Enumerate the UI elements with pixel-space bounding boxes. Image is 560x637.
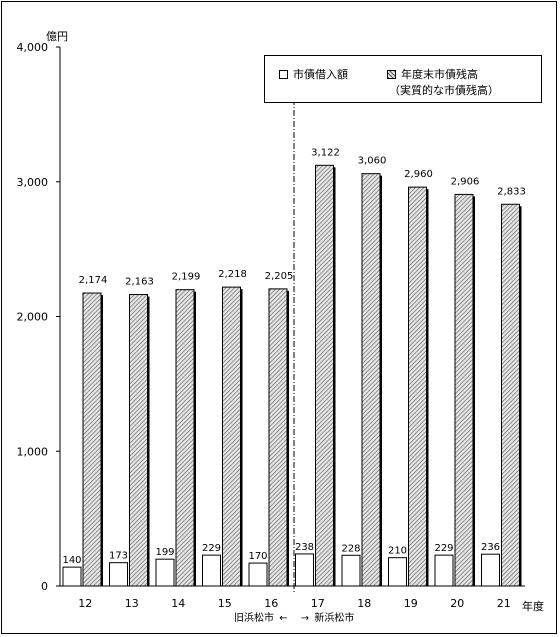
y-tick-label: 0	[41, 580, 48, 593]
x-tick-label: 20	[450, 597, 464, 610]
bar-borrowing	[388, 557, 407, 587]
bar-borrowing	[62, 566, 82, 587]
x-tick-label: 17	[311, 597, 325, 610]
x-tick-label: 15	[218, 597, 232, 610]
bar-borrowing	[109, 562, 128, 587]
data-label-balance: 2,906	[451, 176, 480, 187]
data-label-borrowing: 199	[155, 547, 174, 558]
legend-label-balance: 年度末市債残高	[401, 68, 478, 81]
y-tick-label: 4,000	[17, 41, 49, 54]
data-label-balance: 3,060	[358, 156, 387, 167]
left-arrow-icon: ←	[279, 613, 288, 624]
data-label-borrowing: 238	[295, 542, 314, 553]
bar-borrowing	[341, 554, 361, 587]
bar-balance	[268, 288, 288, 587]
axes: 0 1,000 2,000 3,000 4,000 12 13 14 15 16 17 18 19 20 2…	[17, 41, 525, 610]
data-label-borrowing: 170	[248, 551, 267, 562]
bar-borrowing	[434, 554, 454, 587]
y-tick-label: 3,000	[17, 176, 49, 189]
data-labels-group: 140 2,174 173 2,163 199 2,199 229 2,218 170 2,205…	[62, 147, 525, 566]
data-label-balance: 2,163	[125, 277, 154, 288]
legend-swatch-borrowing	[279, 70, 288, 79]
data-label-borrowing: 173	[109, 551, 128, 562]
y-tick-label: 2,000	[17, 311, 49, 324]
bar-borrowing	[481, 553, 500, 587]
y-tick-label: 1,000	[17, 445, 49, 458]
bar-borrowing	[155, 558, 175, 587]
bar-balance	[454, 193, 474, 587]
data-label-balance: 2,833	[497, 186, 526, 197]
x-tick-label: 21	[497, 597, 511, 610]
bar-balance	[315, 164, 334, 587]
bar-balance	[82, 292, 102, 587]
y-axis-label: 億円	[46, 30, 68, 43]
x-tick-label: 12	[78, 597, 92, 610]
bar-balance	[361, 173, 381, 587]
x-tick-label: 13	[125, 597, 139, 610]
old-city-label: 旧浜松市	[234, 613, 274, 624]
bar-borrowing	[295, 553, 314, 587]
x-tick-label: 18	[357, 597, 371, 610]
data-label-borrowing: 229	[202, 543, 221, 554]
bar-borrowing	[202, 554, 221, 587]
bar-balance	[408, 186, 427, 587]
data-label-balance: 2,960	[404, 169, 433, 180]
data-label-borrowing: 236	[481, 542, 500, 553]
bar-balance	[175, 289, 195, 587]
data-label-balance: 2,218	[218, 269, 247, 280]
new-city-label: 新浜松市	[314, 613, 355, 624]
x-tick-label: 16	[264, 597, 278, 610]
data-label-borrowing: 228	[341, 543, 360, 554]
data-label-balance: 2,205	[265, 271, 294, 282]
x-tick-label: 14	[171, 597, 185, 610]
x-tick-label: 19	[404, 597, 418, 610]
legend-swatch-balance	[387, 70, 396, 79]
data-label-borrowing: 140	[62, 555, 81, 566]
data-label-borrowing: 229	[434, 543, 453, 554]
bar-borrowing	[248, 562, 268, 587]
bar-balance	[501, 203, 520, 587]
bars-group	[62, 164, 522, 587]
data-label-balance: 2,199	[172, 272, 201, 283]
data-label-borrowing: 210	[388, 546, 407, 557]
city-merger-annotation: 旧浜松市 ← → 新浜松市	[234, 609, 354, 624]
bar-balance	[129, 294, 148, 587]
data-label-balance: 2,174	[79, 275, 108, 286]
bar-balance	[222, 286, 241, 587]
legend: 市債借入額 年度末市債残高 （実質的な市債残高）	[264, 55, 542, 103]
right-arrow-icon: →	[300, 613, 310, 624]
x-axis-label: 年度	[522, 599, 544, 613]
legend-label-balance-note: （実質的な市債残高）	[389, 84, 499, 97]
data-label-balance: 3,122	[311, 147, 340, 158]
legend-label-borrowing: 市債借入額	[293, 68, 348, 81]
